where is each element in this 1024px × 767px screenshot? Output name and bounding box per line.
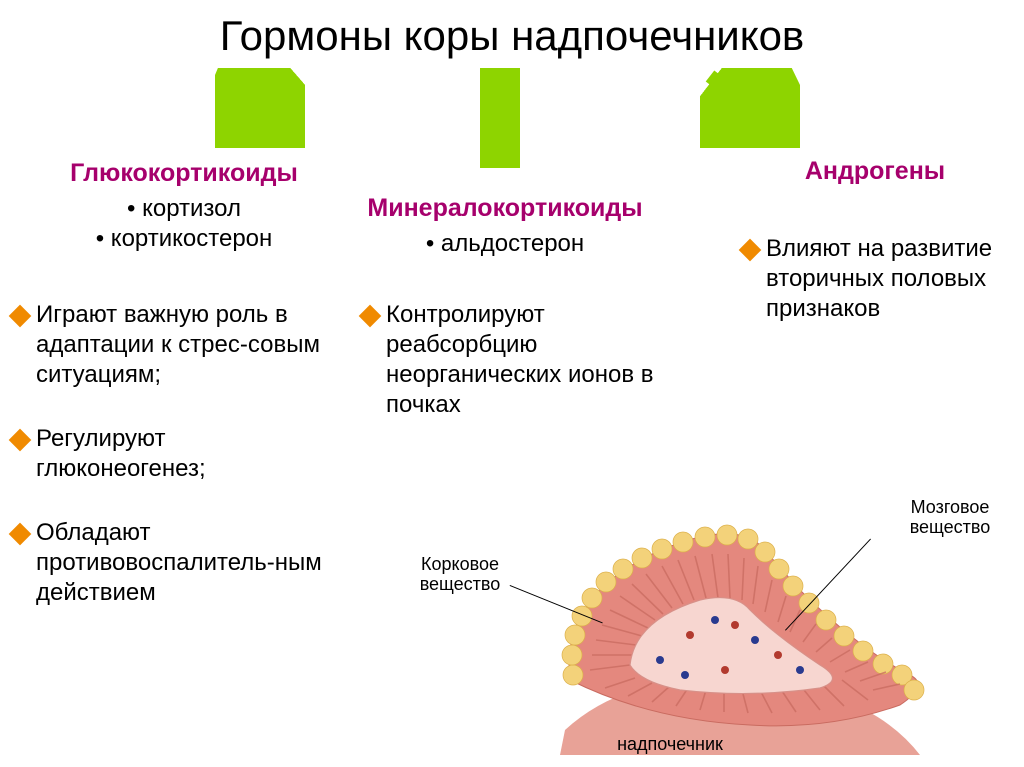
bullet-text: Играют важную роль в адаптации к стрес-с… xyxy=(36,300,340,390)
mineralo-bullets: Контролируют реабсорбцию неорганических … xyxy=(360,288,680,420)
page-title: Гормоны коры надпочечников xyxy=(0,12,1024,60)
bullet-item: Контролируют реабсорбцию неорганических … xyxy=(360,300,680,420)
bullet-text: Контролируют реабсорбцию неорганических … xyxy=(386,300,680,420)
mineralo-hormones: альдостерон xyxy=(345,229,665,259)
bullet-item: Влияют на развитие вторичных половых при… xyxy=(740,234,1010,324)
col-glucocorticoids: Глюкокортикоиды кортизол кортикостерон xyxy=(24,160,344,254)
col-mineralo: Минералокортикоиды альдостерон xyxy=(345,195,665,259)
hormone: кортизол xyxy=(24,194,344,224)
label-cortex: Корковоевещество xyxy=(405,555,515,595)
hormone: кортикостерон xyxy=(24,224,344,254)
diamond-icon xyxy=(9,523,32,546)
gluco-title: Глюкокортикоиды xyxy=(24,160,344,188)
diamond-icon xyxy=(359,305,382,328)
gluco-hormones: кортизол кортикостерон xyxy=(24,194,344,254)
diamond-icon xyxy=(9,305,32,328)
bullet-text: Обладают противовоспалитель-ным действие… xyxy=(36,518,340,608)
andro-title: Андрогены xyxy=(740,158,1010,186)
hormone: альдостерон xyxy=(345,229,665,259)
bullet-item: Обладают противовоспалитель-ным действие… xyxy=(10,518,340,608)
bullet-item: Играют важную роль в адаптации к стрес-с… xyxy=(10,300,340,390)
diamond-icon xyxy=(739,239,762,262)
bullet-text: Влияют на развитие вторичных половых при… xyxy=(766,234,1010,324)
diamond-icon xyxy=(9,429,32,452)
andro-bullets: Влияют на развитие вторичных половых при… xyxy=(740,222,1010,324)
label-medulla: Мозговоевещество xyxy=(895,498,1005,538)
label-organ: надпочечник xyxy=(590,735,750,755)
mineralo-title: Минералокортикоиды xyxy=(345,195,665,223)
col-androgens: Андрогены xyxy=(740,158,1010,186)
bullet-item: Регулируют глюконеогенез; xyxy=(10,424,340,484)
gluco-bullets: Играют важную роль в адаптации к стрес-с… xyxy=(10,288,340,608)
bullet-text: Регулируют глюконеогенез; xyxy=(36,424,340,484)
